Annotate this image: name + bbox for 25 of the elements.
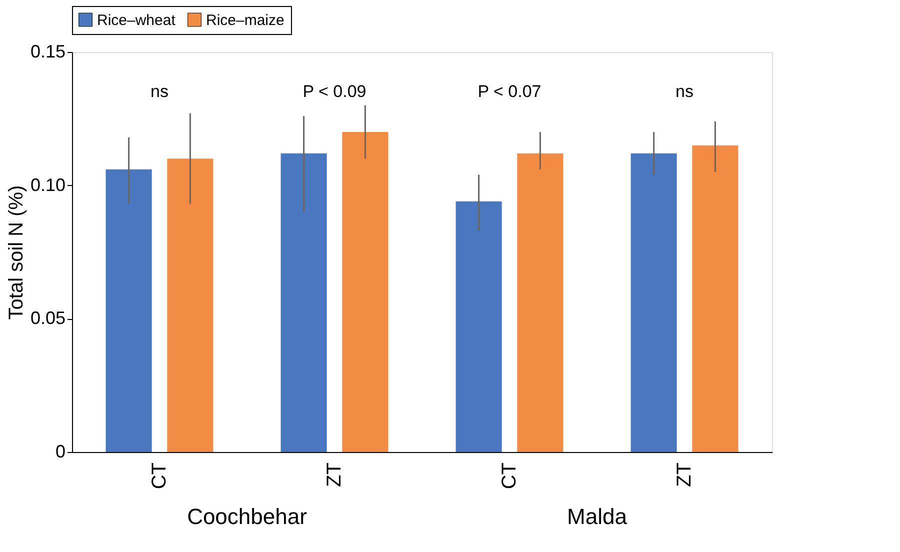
bar [342, 132, 388, 452]
legend-label: Rice–maize [206, 12, 284, 29]
annotation: ns [676, 82, 694, 101]
bar [630, 153, 677, 452]
x-tick-label: ZT [324, 462, 346, 487]
bar [692, 145, 738, 452]
y-axis-title: Total soil N (%) [5, 185, 28, 320]
bar [456, 201, 502, 452]
annotation: P < 0.07 [478, 82, 542, 101]
y-tick-label: 0.10 [30, 174, 66, 195]
bar [106, 169, 152, 452]
x-tick-label: ZT [674, 462, 696, 487]
y-tick-label: 0 [55, 442, 66, 462]
text: Coochbehar [187, 504, 307, 529]
legend-label: Rice–wheat [97, 12, 176, 29]
x-tick-label: CT [498, 462, 520, 490]
x-tick-label: CT [148, 462, 170, 490]
bar [280, 153, 327, 452]
annotation: P < 0.09 [302, 82, 366, 101]
y-tick-label: 0.15 [30, 42, 66, 62]
annotation: ns [150, 82, 168, 101]
y-tick-label: 0.05 [30, 308, 66, 328]
text: Malda [567, 504, 628, 529]
bar [517, 153, 564, 452]
bar [167, 158, 214, 452]
